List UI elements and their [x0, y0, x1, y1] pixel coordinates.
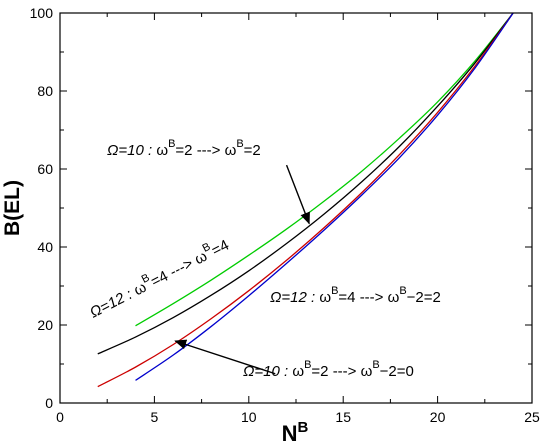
- x-axis-title-main: N: [282, 421, 298, 446]
- x-tick-label: 5: [151, 409, 159, 425]
- annotation-arrow-1: [285, 164, 310, 225]
- annotation-text: =4 --->: [338, 289, 387, 306]
- x-tick-label: 10: [241, 409, 257, 425]
- annotation-text: −2=0: [380, 363, 414, 380]
- annotation-omega: Ω=10 :: [107, 142, 156, 159]
- x-axis-title-superscript: B: [298, 419, 309, 436]
- annotation-omega: Ω=12 :: [87, 284, 139, 322]
- axis-titles: NBB(EL): [1, 180, 309, 446]
- axes-layer: 0 5 10 15 20 25 0 20 40 60 80 100: [30, 5, 540, 425]
- annotation-superscript: B: [201, 241, 213, 255]
- annotation-text: =4: [209, 237, 232, 260]
- annotation-text: −2=2: [407, 289, 441, 306]
- y-tick-label: 40: [37, 239, 53, 255]
- annotation-text: ω: [319, 289, 331, 306]
- annotation-3: Ω=12 : ωB=4 ---> ωB−2=2: [270, 285, 441, 306]
- annotation-2: Ω=12 : ωB=4 ---> ωB=4: [85, 233, 232, 322]
- annotation-arrow-4: [174, 339, 276, 375]
- annotation-superscript: B: [399, 285, 406, 297]
- series-line-4: [135, 12, 514, 381]
- x-tick-label: 25: [524, 409, 540, 425]
- annotation-4: Ω=10 : ωB=2 ---> ωB−2=0: [243, 359, 414, 380]
- y-axis-title: B(EL): [1, 180, 24, 236]
- annotation-omega: Ω=12 :: [270, 289, 319, 306]
- annotation-text: ω: [225, 142, 237, 159]
- annotation-text: ω: [388, 289, 400, 306]
- x-tick-label: 20: [430, 409, 446, 425]
- annotation-superscript: B: [372, 359, 379, 371]
- annotation-superscript: B: [236, 138, 243, 150]
- y-tick-label: 20: [37, 317, 53, 333]
- annotation-layer: Ω=10 : ωB=2 ---> ωB=2Ω=12 : ωB=4 ---> ωB…: [85, 138, 441, 380]
- y-tick-label: 60: [37, 161, 53, 177]
- series-line-1: [135, 12, 514, 327]
- annotation-1: Ω=10 : ωB=2 ---> ωB=2: [107, 138, 261, 159]
- series-line-3: [97, 12, 514, 388]
- y-tick-label: 100: [30, 5, 54, 21]
- annotation-text: =2 --->: [311, 363, 360, 380]
- series-line-2: [97, 12, 514, 355]
- annotation-text: ω: [156, 142, 168, 159]
- y-tick-label: 0: [45, 395, 53, 411]
- plot-frame: [59, 12, 533, 404]
- x-tick-label: 15: [335, 409, 351, 425]
- annotation-text: ω: [292, 363, 304, 380]
- annotation-superscript: B: [304, 359, 311, 371]
- annotation-superscript: B: [331, 285, 338, 297]
- annotation-text: =4 --->: [148, 253, 200, 290]
- y-tick-label: 80: [37, 83, 53, 99]
- x-tick-label: 0: [56, 409, 64, 425]
- annotation-superscript: B: [140, 272, 152, 286]
- annotation-text: ω: [361, 363, 373, 380]
- annotation-text: =2: [244, 142, 261, 159]
- series-layer: [97, 12, 514, 388]
- x-axis-title: NB: [282, 419, 309, 446]
- annotation-superscript: B: [168, 138, 175, 150]
- annotation-text: =2 --->: [175, 142, 224, 159]
